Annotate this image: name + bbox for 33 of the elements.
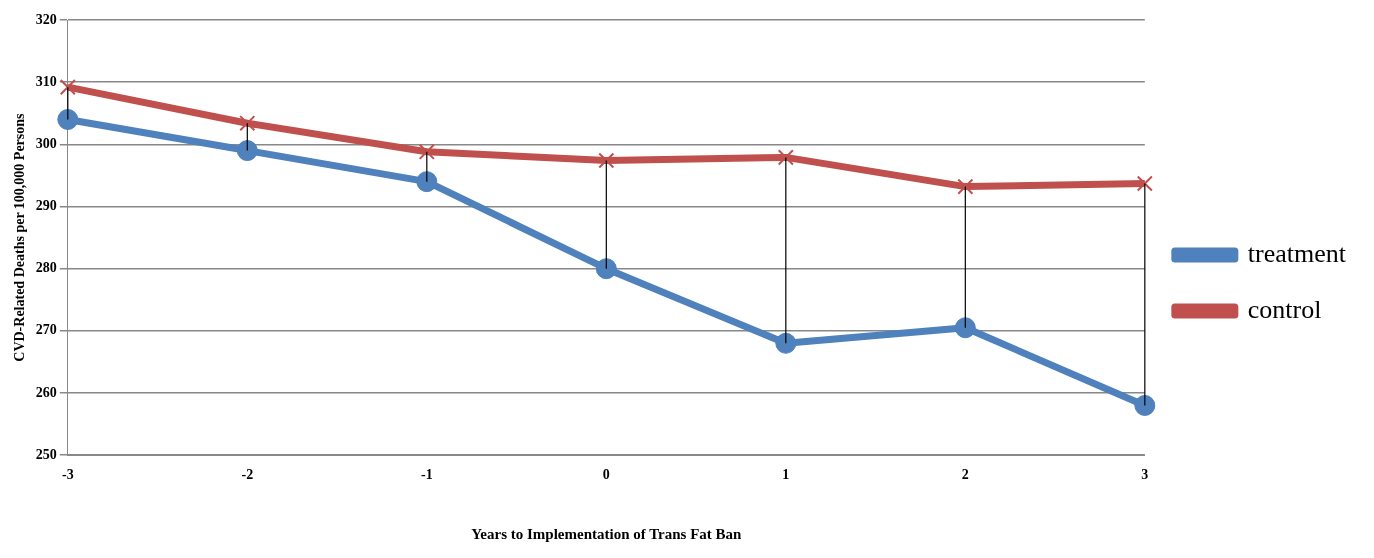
y-tick-label: 310 — [35, 73, 57, 89]
point — [418, 143, 435, 160]
x-tick-label: 0 — [602, 467, 610, 483]
point — [595, 258, 617, 280]
point — [775, 332, 797, 354]
x-tick-label: 1 — [782, 467, 790, 483]
point — [954, 317, 976, 339]
point — [598, 152, 615, 169]
point — [957, 178, 974, 195]
y-tick-label: 270 — [35, 322, 57, 338]
legend-label: treatment — [1247, 238, 1347, 268]
point — [777, 149, 794, 166]
point — [1134, 394, 1156, 416]
x-axis-title: Years to Implementation of Trans Fat Ban — [471, 525, 743, 542]
y-tick-label: 300 — [35, 135, 57, 151]
x-tick-label: -2 — [241, 467, 254, 483]
point — [57, 108, 79, 130]
x-tick-label: -3 — [61, 467, 74, 483]
point — [239, 115, 256, 132]
y-axis-title: CVD-Related Deaths per 100,000 Persons — [12, 112, 28, 362]
point — [416, 171, 438, 193]
point — [236, 140, 258, 162]
x-tick-label: 2 — [961, 467, 969, 483]
legend-label: control — [1247, 294, 1322, 324]
y-tick-label: 260 — [35, 384, 57, 400]
y-tick-label: 250 — [35, 446, 57, 462]
y-tick-label: 320 — [35, 11, 57, 27]
point — [1136, 175, 1153, 192]
x-tick-label: -1 — [420, 467, 433, 483]
y-tick-label: 290 — [35, 198, 57, 214]
x-tick-label: 3 — [1141, 467, 1149, 483]
point — [59, 79, 76, 96]
y-tick-label: 280 — [35, 260, 57, 276]
